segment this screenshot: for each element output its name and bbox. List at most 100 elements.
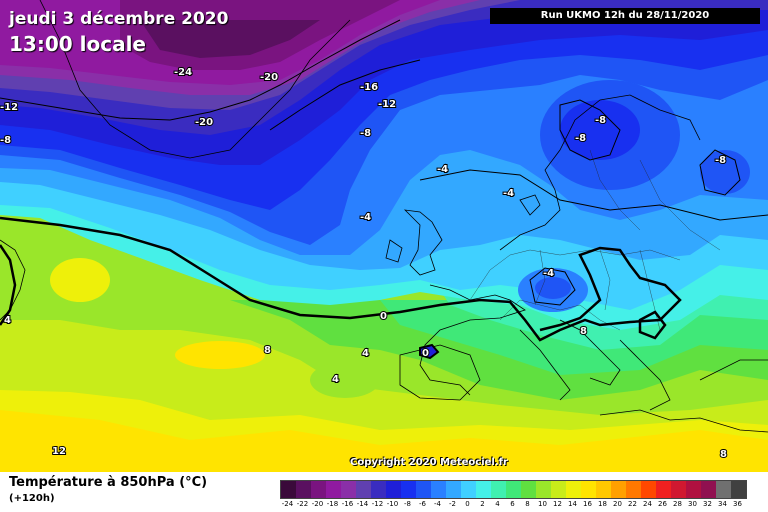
color-scale-swatch	[551, 481, 566, 498]
country-borders	[469, 149, 721, 331]
contour-label: 8	[720, 449, 727, 460]
color-scale-swatch	[656, 481, 671, 498]
contour-label: -4	[437, 164, 448, 175]
color-scale-tick-label: -6	[419, 500, 426, 508]
color-scale-tick-label: 32	[703, 500, 712, 508]
contour-label: -12	[378, 99, 396, 110]
color-scale-swatch	[476, 481, 491, 498]
color-scale-tick-label: 24	[643, 500, 652, 508]
color-scale-swatch	[446, 481, 461, 498]
forecast-date: jeudi 3 décembre 2020	[9, 9, 229, 29]
contour-label: -24	[174, 67, 192, 78]
color-scale-swatch	[506, 481, 521, 498]
color-scale-swatch	[281, 481, 296, 498]
contour-label: -8	[0, 135, 11, 146]
color-scale-swatch	[521, 481, 536, 498]
color-scale-tick-label: -2	[449, 500, 456, 508]
color-scale-swatch	[341, 481, 356, 498]
color-scale-swatch	[701, 481, 716, 498]
contour-label: 8	[580, 326, 587, 337]
contour-label: -4	[503, 188, 514, 199]
color-scale-tick-label: 16	[583, 500, 592, 508]
contour-label: -12	[0, 102, 18, 113]
color-scale-tick-label: 14	[568, 500, 577, 508]
warm-patch-atlantic	[175, 341, 265, 369]
color-scale-tick-label: 12	[553, 500, 562, 508]
color-scale-swatch	[641, 481, 656, 498]
contour-label: 0	[380, 311, 387, 322]
color-scale-swatch	[416, 481, 431, 498]
contour-label: -16	[360, 82, 378, 93]
color-scale-swatch	[401, 481, 416, 498]
isotherm-0-west	[0, 244, 17, 326]
color-scale-tick-label: 22	[628, 500, 637, 508]
contour-label: 4	[332, 374, 339, 385]
warm-patch-iberia	[310, 362, 380, 398]
color-scale-swatch	[671, 481, 686, 498]
warm-patch-atlantic-2	[50, 258, 110, 302]
color-scale-tick-label: 8	[525, 500, 530, 508]
color-scale-tick-label: -4	[434, 500, 441, 508]
color-scale-swatch	[386, 481, 401, 498]
color-scale-swatch	[371, 481, 386, 498]
color-scale-tick-label: -18	[326, 500, 339, 508]
contour-label: -4	[543, 268, 554, 279]
color-scale-tick-label: 2	[480, 500, 485, 508]
color-scale-tick-label: -16	[341, 500, 354, 508]
color-scale-tick-label: -14	[356, 500, 369, 508]
color-scale-labels: -24 -22 -20 -18 -16 -14 -12 -10 -8 -6 -4 -2 0 2 4 6 8 10 1…	[280, 500, 760, 510]
color-scale-swatch	[581, 481, 596, 498]
color-scale-tick-label: 0	[465, 500, 470, 508]
color-scale-swatch	[626, 481, 641, 498]
contour-label: -8	[595, 115, 606, 126]
contour-label: 0	[422, 348, 429, 359]
color-scale-swatch	[431, 481, 446, 498]
isotherm-0-islet	[419, 343, 440, 360]
color-scale-tick-label: -8	[404, 500, 411, 508]
cold-core-central-europe-inner	[535, 277, 571, 299]
contour-label: -8	[360, 128, 371, 139]
color-scale-tick-label: -24	[281, 500, 294, 508]
field-violet-core	[140, 20, 320, 58]
color-scale-tick-label: 28	[673, 500, 682, 508]
contour-labels: -24 -20 -20 -16 -12 -12 -8 -8 -8 -8 -8 -…	[0, 66, 728, 461]
color-scale-tick-label: -10	[386, 500, 399, 508]
contour-label: -8	[715, 155, 726, 166]
color-scale-swatch	[716, 481, 731, 498]
color-scale-tick-label: -20	[311, 500, 324, 508]
isotherm-0-loop	[638, 310, 667, 340]
color-scale-tick-label: -22	[296, 500, 309, 508]
lead-time: (+120h)	[9, 493, 55, 504]
contour-label: 4	[362, 348, 369, 359]
color-scale-swatch	[731, 481, 746, 498]
color-scale-swatch	[296, 481, 311, 498]
color-scale-tick-label: 10	[538, 500, 547, 508]
contour-label: -8	[575, 133, 586, 144]
model-run-label: Run UKMO 12h du 28/11/2020	[490, 8, 760, 24]
color-scale-tick-label: 20	[613, 500, 622, 508]
isotherm-contours	[0, 19, 768, 306]
copyright-notice: Copyright 2020 Meteociel.fr	[350, 457, 508, 468]
contour-label: 8	[264, 345, 271, 356]
color-scale-tick-label: 18	[598, 500, 607, 508]
color-scale-swatch	[686, 481, 701, 498]
color-scale-tick-label: -12	[371, 500, 384, 508]
color-scale-tick-label: 26	[658, 500, 667, 508]
temperature-map: -24 -20 -20 -16 -12 -12 -8 -8 -8 -8 -8 -…	[0, 0, 768, 472]
color-scale-swatch	[566, 481, 581, 498]
isotherm-0-contour	[0, 216, 682, 342]
color-scale-swatch	[461, 481, 476, 498]
contour-label: -20	[195, 117, 213, 128]
contour-label: -20	[260, 72, 278, 83]
contour-label: -4	[360, 212, 371, 223]
color-scale-tick-label: 30	[688, 500, 697, 508]
color-scale-tick-label: 6	[510, 500, 515, 508]
color-scale-swatch	[356, 481, 371, 498]
color-scale-swatch	[491, 481, 506, 498]
color-scale-tick-label: 34	[718, 500, 727, 508]
contour-label: 12	[52, 446, 66, 457]
color-scale-swatch	[611, 481, 626, 498]
color-scale-bar	[280, 480, 747, 499]
cold-core-scandinavia-inner	[560, 100, 640, 160]
